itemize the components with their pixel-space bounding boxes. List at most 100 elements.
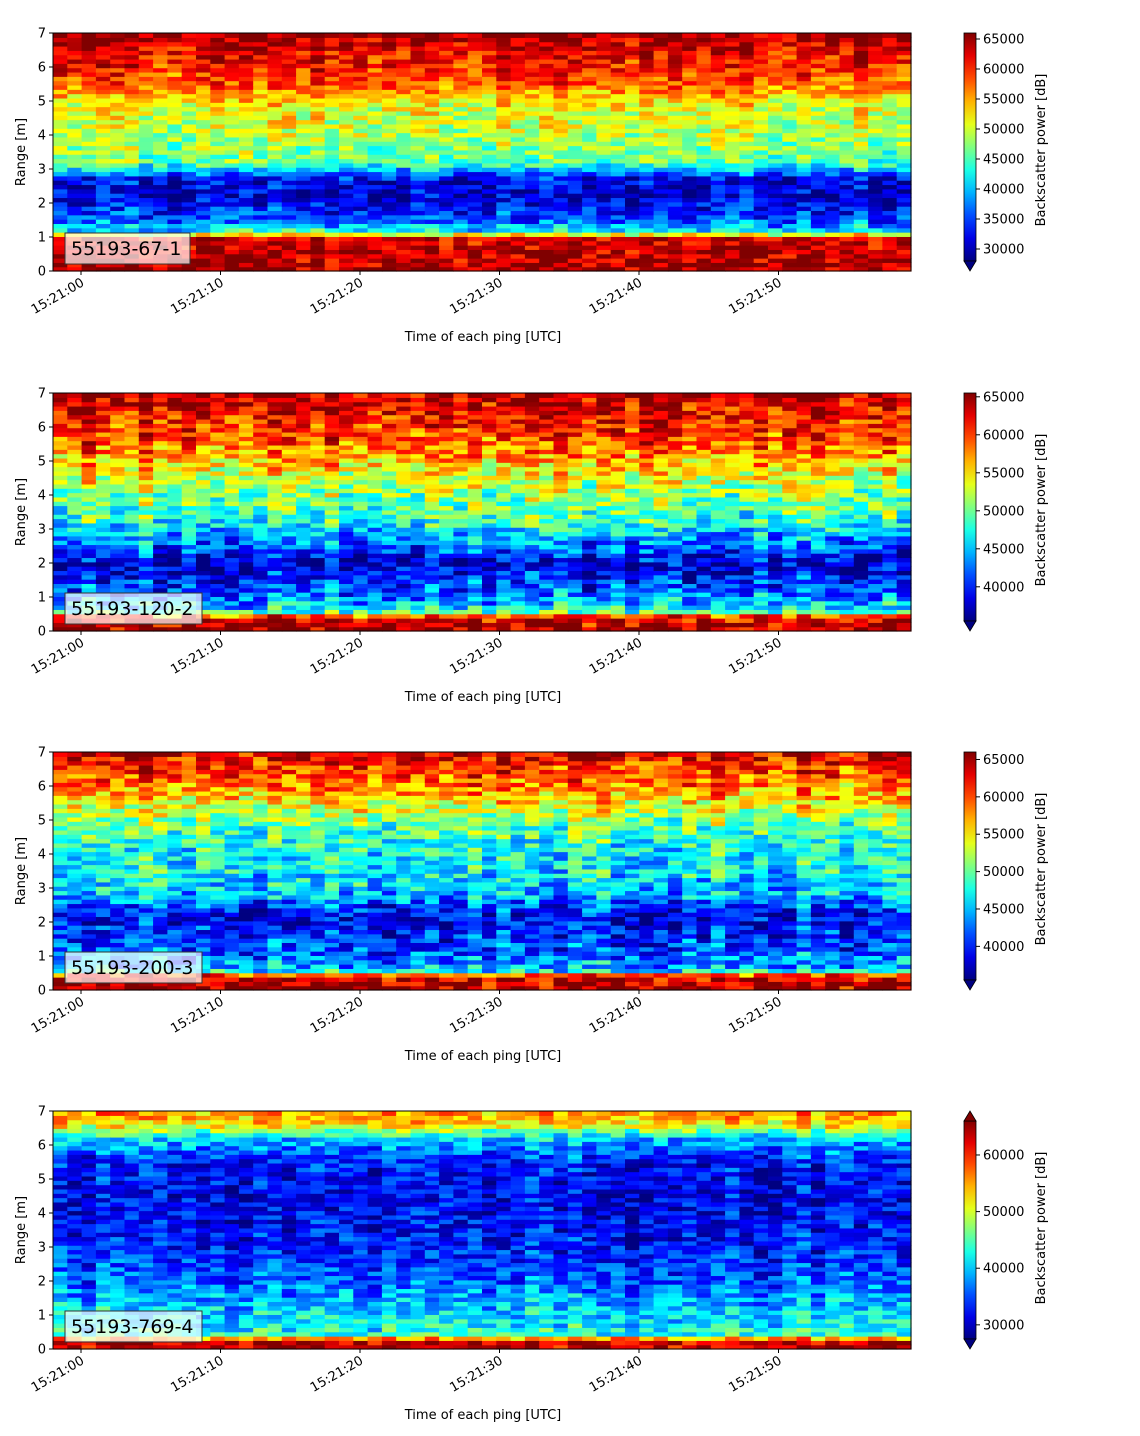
heatmap-cell [424, 427, 440, 433]
heatmap-cell [453, 240, 469, 246]
heatmap-cell [196, 145, 211, 151]
heatmap-cell [267, 483, 283, 489]
heatmap-cell [210, 80, 226, 86]
heatmap-cell [324, 626, 340, 632]
heatmap-cell [653, 193, 669, 199]
heatmap-cell [696, 149, 712, 155]
heatmap-cell [453, 609, 469, 615]
heatmap-cell [238, 518, 254, 524]
heatmap-cell [625, 54, 640, 60]
heatmap-cell [768, 162, 783, 168]
heatmap-cell [567, 232, 583, 237]
heatmap-cell [110, 149, 126, 155]
heatmap-cell [367, 596, 383, 602]
heatmap-cell [81, 418, 97, 424]
heatmap-cell [224, 41, 240, 47]
heatmap-cell [596, 262, 612, 268]
heatmap-cell [281, 518, 297, 524]
heatmap-cell [396, 544, 412, 550]
heatmap-cell [396, 184, 412, 190]
heatmap-cell [353, 449, 369, 455]
heatmap-cell [367, 123, 383, 129]
heatmap-cell [453, 475, 469, 481]
heatmap-cell [95, 84, 111, 90]
heatmap-cell [138, 197, 154, 203]
heatmap-cell [753, 67, 769, 73]
heatmap-cell [496, 249, 512, 255]
heatmap-cell [124, 423, 140, 429]
heatmap-cell [739, 167, 755, 173]
heatmap-cell [67, 180, 83, 186]
heatmap-cell [110, 410, 126, 416]
heatmap-cell [81, 579, 97, 584]
heatmap-cell [210, 423, 226, 429]
heatmap-cell [224, 401, 240, 407]
heatmap-cell [253, 418, 269, 424]
heatmap-cell [67, 89, 83, 95]
heatmap-cell [782, 171, 798, 177]
heatmap-cell [238, 509, 254, 515]
heatmap-cell [453, 201, 469, 207]
heatmap-cell [253, 431, 269, 437]
heatmap-cell [224, 123, 240, 129]
heatmap-cell [524, 206, 540, 212]
heatmap-cell [224, 609, 240, 615]
heatmap-cell [381, 579, 397, 584]
heatmap-cell [453, 393, 469, 398]
heatmap-cell [667, 58, 683, 64]
heatmap-cell [682, 201, 698, 207]
heatmap-cell [210, 600, 226, 606]
heatmap-cell [339, 462, 354, 468]
heatmap-cell [267, 531, 283, 537]
heatmap-cell [467, 583, 483, 589]
heatmap-cell [725, 214, 740, 220]
heatmap-cell [424, 141, 440, 147]
heatmap-cell [124, 393, 140, 398]
heatmap-cell [310, 505, 326, 511]
heatmap-cell [467, 488, 483, 494]
heatmap-cell [167, 106, 183, 112]
heatmap-cell [339, 63, 354, 69]
heatmap-cell [410, 470, 426, 476]
heatmap-cell [682, 249, 698, 255]
heatmap-cell [196, 262, 211, 268]
heatmap-cell [424, 535, 440, 541]
heatmap-cell [639, 162, 655, 168]
heatmap-cell [467, 605, 483, 610]
heatmap-cell [653, 110, 669, 116]
heatmap-cell [95, 548, 111, 554]
heatmap-cell [839, 227, 855, 233]
heatmap-cell [181, 423, 197, 429]
heatmap-cell [453, 613, 469, 619]
heatmap-cell [253, 453, 269, 459]
heatmap-cell [825, 54, 841, 60]
heatmap-cell [181, 167, 197, 173]
heatmap-cell [610, 201, 626, 207]
heatmap-cell [310, 436, 326, 442]
heatmap-cell [796, 167, 812, 173]
heatmap-cell [353, 145, 369, 151]
heatmap-cell [439, 41, 454, 47]
heatmap-cell [396, 583, 412, 589]
heatmap-cell [424, 518, 440, 524]
heatmap-cell [210, 71, 226, 77]
heatmap-cell [582, 232, 597, 237]
heatmap-cell [424, 119, 440, 125]
heatmap-cell [224, 45, 240, 51]
heatmap-cell [339, 33, 354, 38]
heatmap-cell [439, 128, 454, 134]
heatmap-cell [153, 33, 168, 38]
heatmap-cell [396, 232, 412, 237]
heatmap-cell [53, 76, 68, 82]
heatmap-cell [467, 509, 483, 515]
heatmap-cell [682, 110, 698, 116]
heatmap-cell [81, 180, 97, 186]
heatmap-cell [296, 453, 311, 459]
heatmap-cell [124, 162, 140, 168]
heatmap-cell [81, 423, 97, 429]
heatmap-cell [439, 184, 454, 190]
heatmap-cell [396, 501, 412, 507]
heatmap-cell [110, 492, 126, 498]
heatmap-cell [81, 531, 97, 537]
